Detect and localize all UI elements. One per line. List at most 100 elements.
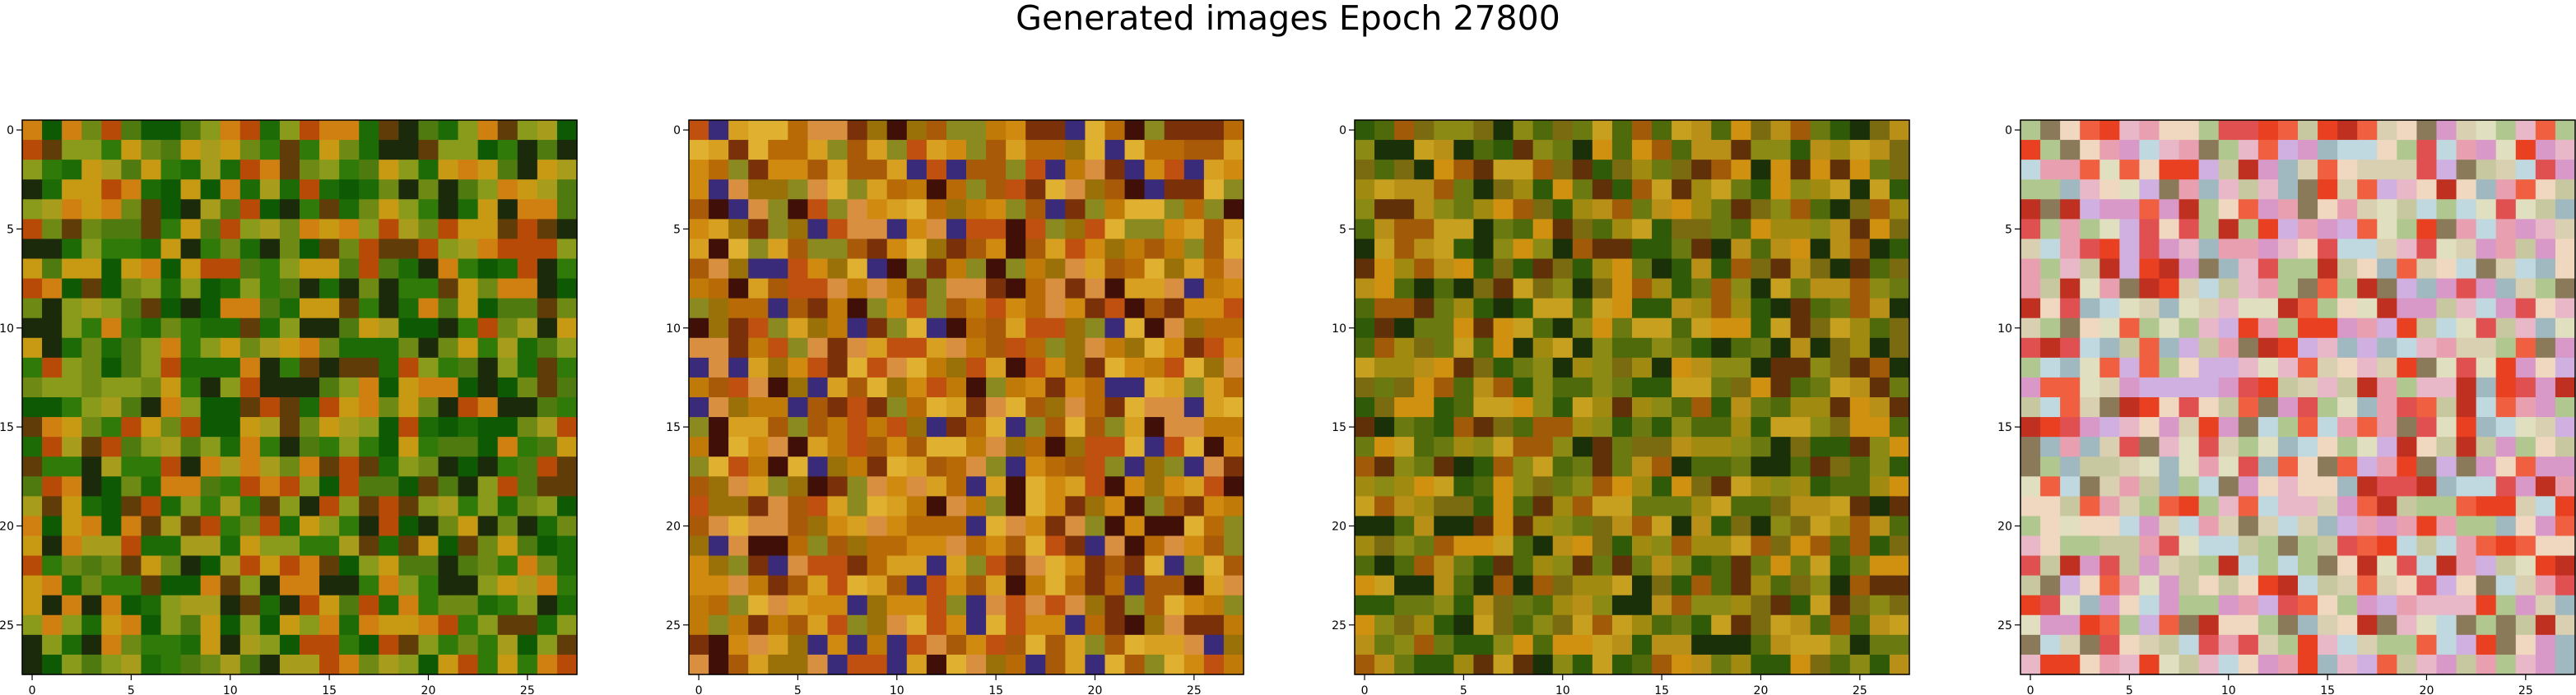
image-pixel <box>2436 258 2457 280</box>
image-pixel <box>2495 239 2517 260</box>
image-pixel <box>1025 219 1046 240</box>
image-pixel <box>1810 179 1831 200</box>
image-pixel <box>1532 516 1554 537</box>
image-pixel <box>2298 437 2318 457</box>
image-pixel <box>2397 535 2418 557</box>
image-pixel <box>1532 437 1554 457</box>
image-pixel <box>379 239 399 260</box>
image-pixel <box>141 654 162 675</box>
image-pixel <box>1751 575 1772 596</box>
image-pixel <box>1183 496 1205 517</box>
image-pixel <box>768 377 788 398</box>
image-pixel <box>768 516 788 537</box>
image-pixel <box>1355 120 1375 141</box>
image-pixel <box>1355 377 1375 398</box>
image-pixel <box>1632 496 1653 517</box>
image-pixel <box>1434 496 1454 517</box>
image-pixel <box>986 199 1007 220</box>
image-pixel <box>1711 476 1732 497</box>
image-pixel <box>2020 199 2041 220</box>
image-pixel <box>2080 456 2100 477</box>
image-pixel <box>259 437 281 457</box>
image-pixel <box>438 437 459 457</box>
image-pixel <box>537 317 558 339</box>
image-pixel <box>2099 140 2120 160</box>
image-pixel <box>2337 456 2358 477</box>
image-pixel <box>1164 239 1185 260</box>
image-pixel <box>1632 140 1653 160</box>
x-tick-label: 0 <box>1361 684 1369 695</box>
image-pixel <box>2416 437 2438 457</box>
image-pixel <box>121 337 142 359</box>
image-pixel <box>2535 317 2556 339</box>
image-pixel <box>339 317 360 339</box>
image-pixel <box>2080 258 2100 280</box>
image-pixel <box>319 160 340 180</box>
image-pixel <box>2515 575 2536 596</box>
image-pixel <box>2119 199 2141 220</box>
image-pixel <box>1374 219 1395 240</box>
image-pixel <box>1006 179 1026 200</box>
image-pixel <box>867 595 888 616</box>
image-pixel <box>2020 337 2041 359</box>
image-pixel <box>926 397 947 418</box>
image-pixel <box>2099 456 2120 477</box>
image-pixel <box>1374 654 1395 675</box>
image-pixel <box>180 634 202 656</box>
image-pixel <box>689 476 709 497</box>
image-pixel <box>748 337 769 359</box>
image-pixel <box>1731 199 1752 220</box>
image-pixel <box>788 120 809 141</box>
image-pixel <box>1374 456 1395 477</box>
image-pixel <box>2198 476 2220 497</box>
image-pixel <box>81 634 102 656</box>
image-pixel <box>1889 437 1910 457</box>
image-pixel <box>1223 575 1244 596</box>
image-pixel <box>1104 160 1126 180</box>
image-pixel <box>827 456 849 477</box>
image-pixel <box>1572 120 1593 141</box>
image-pixel <box>1065 654 1086 675</box>
image-pixel <box>2535 278 2556 299</box>
image-pixel <box>1572 535 1593 557</box>
image-pixel <box>1592 278 1613 299</box>
image-pixel <box>2060 140 2081 160</box>
image-pixel <box>1065 278 1086 299</box>
image-pixel <box>2515 397 2536 418</box>
image-pixel <box>537 357 558 378</box>
image-pixel <box>1513 614 1534 636</box>
image-pixel <box>160 555 182 577</box>
image-pixel <box>2357 317 2378 339</box>
image-pixel <box>2159 614 2180 636</box>
image-pixel <box>339 614 360 636</box>
image-pixel <box>709 179 729 200</box>
image-pixel <box>1414 239 1434 260</box>
image-pixel <box>160 357 182 378</box>
image-pixel <box>788 595 809 616</box>
image-pixel <box>1869 239 1890 260</box>
image-pixel <box>2377 160 2397 180</box>
image-pixel <box>2535 160 2556 180</box>
image-pixel <box>1552 654 1574 675</box>
image-pixel <box>418 654 439 675</box>
image-pixel <box>1144 614 1165 636</box>
image-pixel <box>1830 258 1851 280</box>
image-pixel <box>220 634 241 656</box>
image-pixel <box>2515 298 2536 319</box>
image-pixel <box>1572 496 1593 517</box>
image-pixel <box>2080 317 2100 339</box>
image-pixel <box>946 437 967 457</box>
image-pixel <box>1711 199 1732 220</box>
image-pixel <box>1394 437 1415 457</box>
image-pixel <box>926 357 947 378</box>
image-pixel <box>62 437 82 457</box>
image-pixel <box>2476 179 2497 200</box>
image-pixel <box>1632 516 1653 537</box>
image-pixel <box>1691 535 1712 557</box>
image-pixel <box>556 179 578 200</box>
image-pixel <box>2257 219 2279 240</box>
image-pixel <box>1632 456 1653 477</box>
image-pixel <box>1711 160 1732 180</box>
image-pixel <box>319 298 340 319</box>
